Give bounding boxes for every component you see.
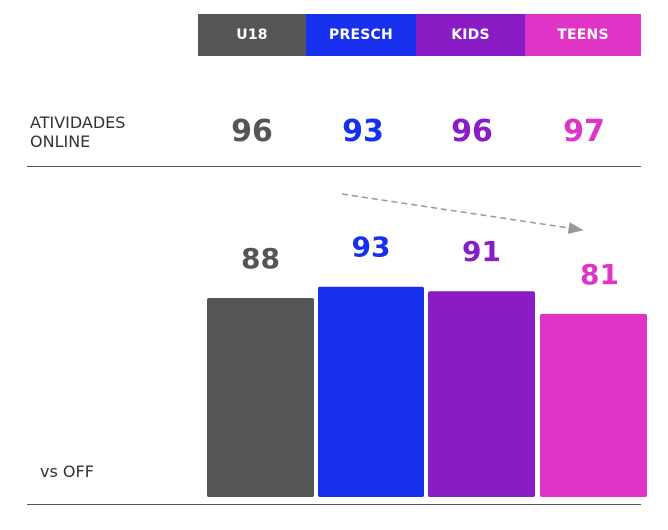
separator-top [27, 166, 641, 167]
online-value-kids: 96 [451, 114, 493, 149]
bar-presch [318, 286, 424, 497]
bar-u18 [207, 298, 314, 497]
trend-arrow [341, 193, 584, 234]
header-u18: U18 [198, 14, 306, 56]
header-teens: TEENS [525, 14, 641, 56]
header-presch: PRESCH [306, 14, 416, 56]
online-row-label: ATIVIDADES ONLINE [30, 113, 126, 151]
header-kids: KIDS [416, 14, 525, 56]
vs-off-label: vs OFF [40, 462, 94, 481]
bar-kids [428, 291, 535, 497]
bar-value-label-presch: 93 [352, 231, 391, 264]
online-value-presch: 93 [342, 114, 384, 149]
online-value-teens: 97 [563, 114, 605, 149]
bar-value-label-u18: 88 [241, 242, 280, 275]
bar-value-label-teens: 81 [580, 258, 619, 291]
bar-value-label-kids: 91 [462, 235, 501, 268]
bar-teens [540, 313, 647, 497]
separator-bottom [27, 504, 641, 505]
online-value-u18: 96 [231, 114, 273, 149]
